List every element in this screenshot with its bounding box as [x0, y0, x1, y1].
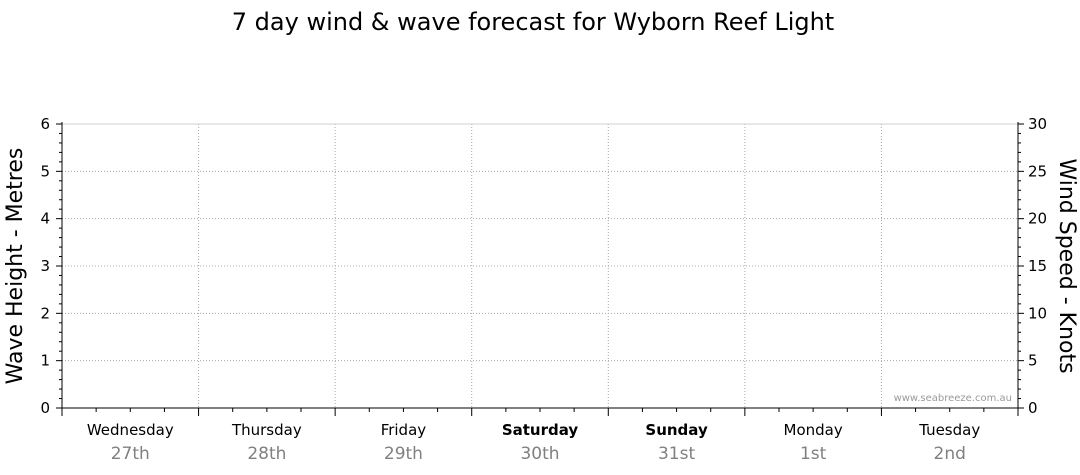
- day-name-label: Tuesday: [918, 421, 980, 439]
- left-tick-label: 4: [40, 210, 50, 228]
- left-tick-labels: 0 1 2 3 4 5 6: [40, 115, 50, 417]
- day-name-label: Wednesday: [87, 421, 174, 439]
- day-date-label: 27th: [111, 444, 150, 464]
- day-date-label: 29th: [384, 444, 423, 464]
- chart-title: 7 day wind & wave forecast for Wyborn Re…: [232, 8, 834, 36]
- left-axis-label: Wave Height - Metres: [3, 148, 28, 385]
- right-tick-label: 0: [1028, 399, 1038, 417]
- right-tick-label: 5: [1028, 352, 1038, 370]
- right-tick-label: 30: [1028, 115, 1047, 133]
- right-tick-label: 25: [1028, 162, 1047, 180]
- day-name-label: Friday: [381, 421, 427, 439]
- day-date-label: 31st: [658, 444, 695, 464]
- day-labels: Wednesday 27th Thursday 28th Friday 29th Satur…: [87, 421, 980, 464]
- day-name-label: Monday: [784, 421, 843, 439]
- right-axis-label: Wind Speed - Knots: [1054, 158, 1079, 373]
- left-tick-label: 0: [40, 399, 50, 417]
- left-tick-label: 2: [40, 304, 50, 322]
- right-tick-label: 15: [1028, 257, 1047, 275]
- left-tick-label: 5: [40, 162, 50, 180]
- day-name-label: Thursday: [231, 421, 302, 439]
- right-tick-labels: 0 5 10 15 20 25 30: [1028, 115, 1047, 417]
- day-date-label: 2nd: [934, 444, 966, 464]
- right-tick-label: 20: [1028, 210, 1047, 228]
- left-tick-label: 6: [40, 115, 50, 133]
- right-tick-label: 10: [1028, 304, 1047, 322]
- day-date-label: 28th: [247, 444, 286, 464]
- day-date-label: 1st: [800, 444, 827, 464]
- day-name-label: Saturday: [502, 421, 579, 439]
- axes-layer: [56, 122, 1024, 416]
- day-name-label: Sunday: [645, 421, 708, 439]
- day-date-label: 30th: [520, 444, 559, 464]
- left-tick-label: 1: [40, 352, 50, 370]
- left-tick-label: 3: [40, 257, 50, 275]
- grid-layer: [62, 123, 1018, 408]
- watermark-text: www.seabreeze.com.au: [894, 393, 1012, 404]
